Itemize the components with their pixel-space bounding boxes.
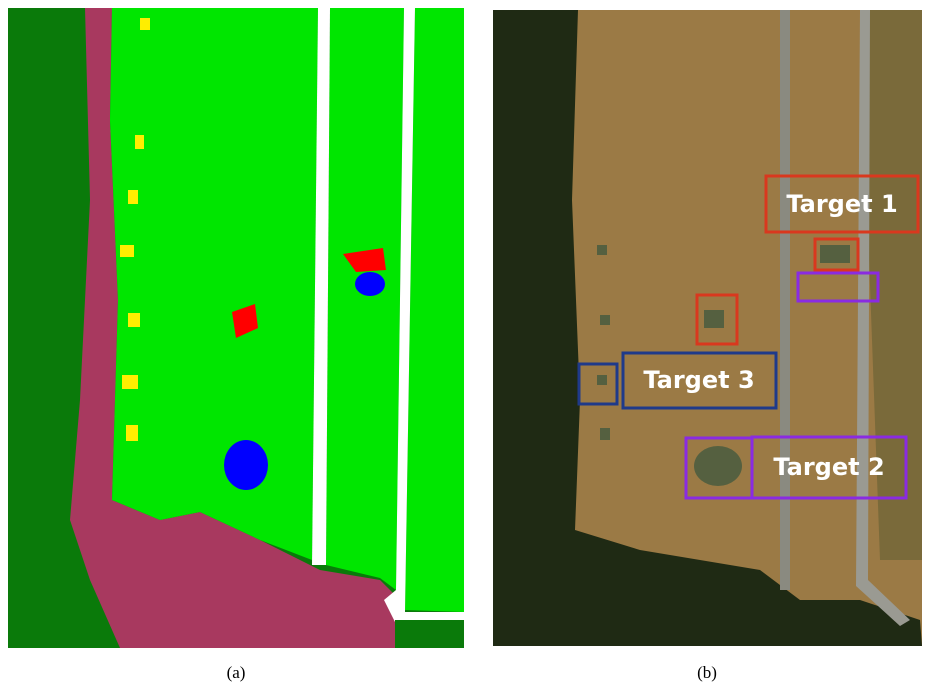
panel-caption: (b): [697, 663, 717, 682]
panel-b-image: [493, 10, 922, 646]
panel-caption: (a): [227, 663, 246, 682]
target-label: Target 2: [773, 453, 884, 481]
figure: Target 1 Target 3 Target 2 (a) (b): [0, 0, 931, 684]
panel-a-image: [8, 8, 464, 648]
target-label: Target 3: [643, 366, 754, 394]
target-label: Target 1: [786, 190, 897, 218]
